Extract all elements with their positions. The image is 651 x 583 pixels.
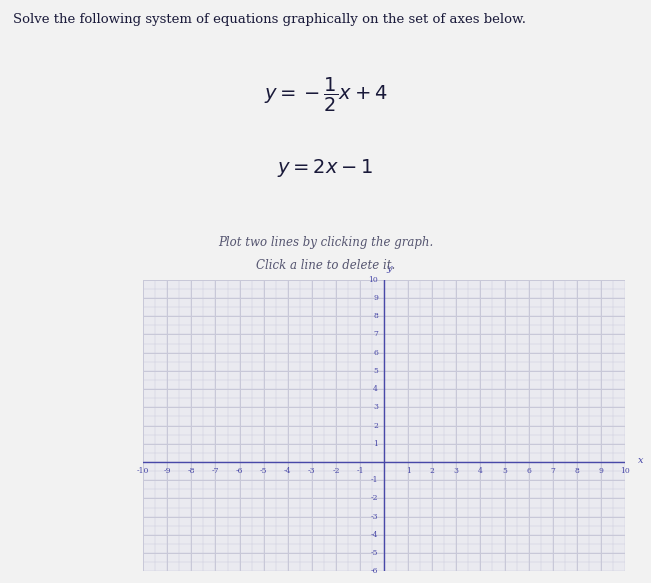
Text: 4: 4 (478, 466, 483, 475)
Text: 5: 5 (502, 466, 507, 475)
Text: 7: 7 (550, 466, 555, 475)
Text: -6: -6 (236, 466, 243, 475)
Text: -10: -10 (137, 466, 150, 475)
Text: Plot two lines by clicking the graph.: Plot two lines by clicking the graph. (218, 236, 433, 249)
Text: -6: -6 (370, 567, 378, 575)
Text: 6: 6 (526, 466, 531, 475)
Text: -5: -5 (370, 549, 378, 557)
Text: x: x (638, 456, 644, 465)
Text: 8: 8 (574, 466, 579, 475)
Text: -2: -2 (332, 466, 340, 475)
Text: 4: 4 (373, 385, 378, 393)
Text: $y = 2x - 1$: $y = 2x - 1$ (277, 157, 374, 180)
Text: 3: 3 (454, 466, 459, 475)
Text: 7: 7 (373, 331, 378, 339)
Text: $y = -\dfrac{1}{2}x + 4$: $y = -\dfrac{1}{2}x + 4$ (264, 76, 387, 114)
Text: 10: 10 (368, 276, 378, 284)
Text: y: y (386, 264, 392, 273)
Text: -9: -9 (163, 466, 171, 475)
Text: -4: -4 (370, 531, 378, 539)
Text: -1: -1 (370, 476, 378, 484)
Text: -3: -3 (370, 512, 378, 521)
Text: -1: -1 (356, 466, 364, 475)
Text: 6: 6 (373, 349, 378, 357)
Text: 1: 1 (406, 466, 411, 475)
Text: 3: 3 (373, 403, 378, 412)
Text: 1: 1 (373, 440, 378, 448)
Text: -5: -5 (260, 466, 268, 475)
Text: -7: -7 (212, 466, 219, 475)
Text: -4: -4 (284, 466, 292, 475)
Text: 8: 8 (373, 312, 378, 320)
Text: -2: -2 (370, 494, 378, 503)
Text: 2: 2 (430, 466, 435, 475)
Text: 10: 10 (620, 466, 630, 475)
Text: -8: -8 (187, 466, 195, 475)
Text: 2: 2 (373, 422, 378, 430)
Text: Click a line to delete it.: Click a line to delete it. (256, 259, 395, 272)
Text: -3: -3 (308, 466, 316, 475)
Text: 5: 5 (373, 367, 378, 375)
Text: 9: 9 (598, 466, 603, 475)
Text: Solve the following system of equations graphically on the set of axes below.: Solve the following system of equations … (13, 13, 526, 26)
Text: 9: 9 (373, 294, 378, 302)
